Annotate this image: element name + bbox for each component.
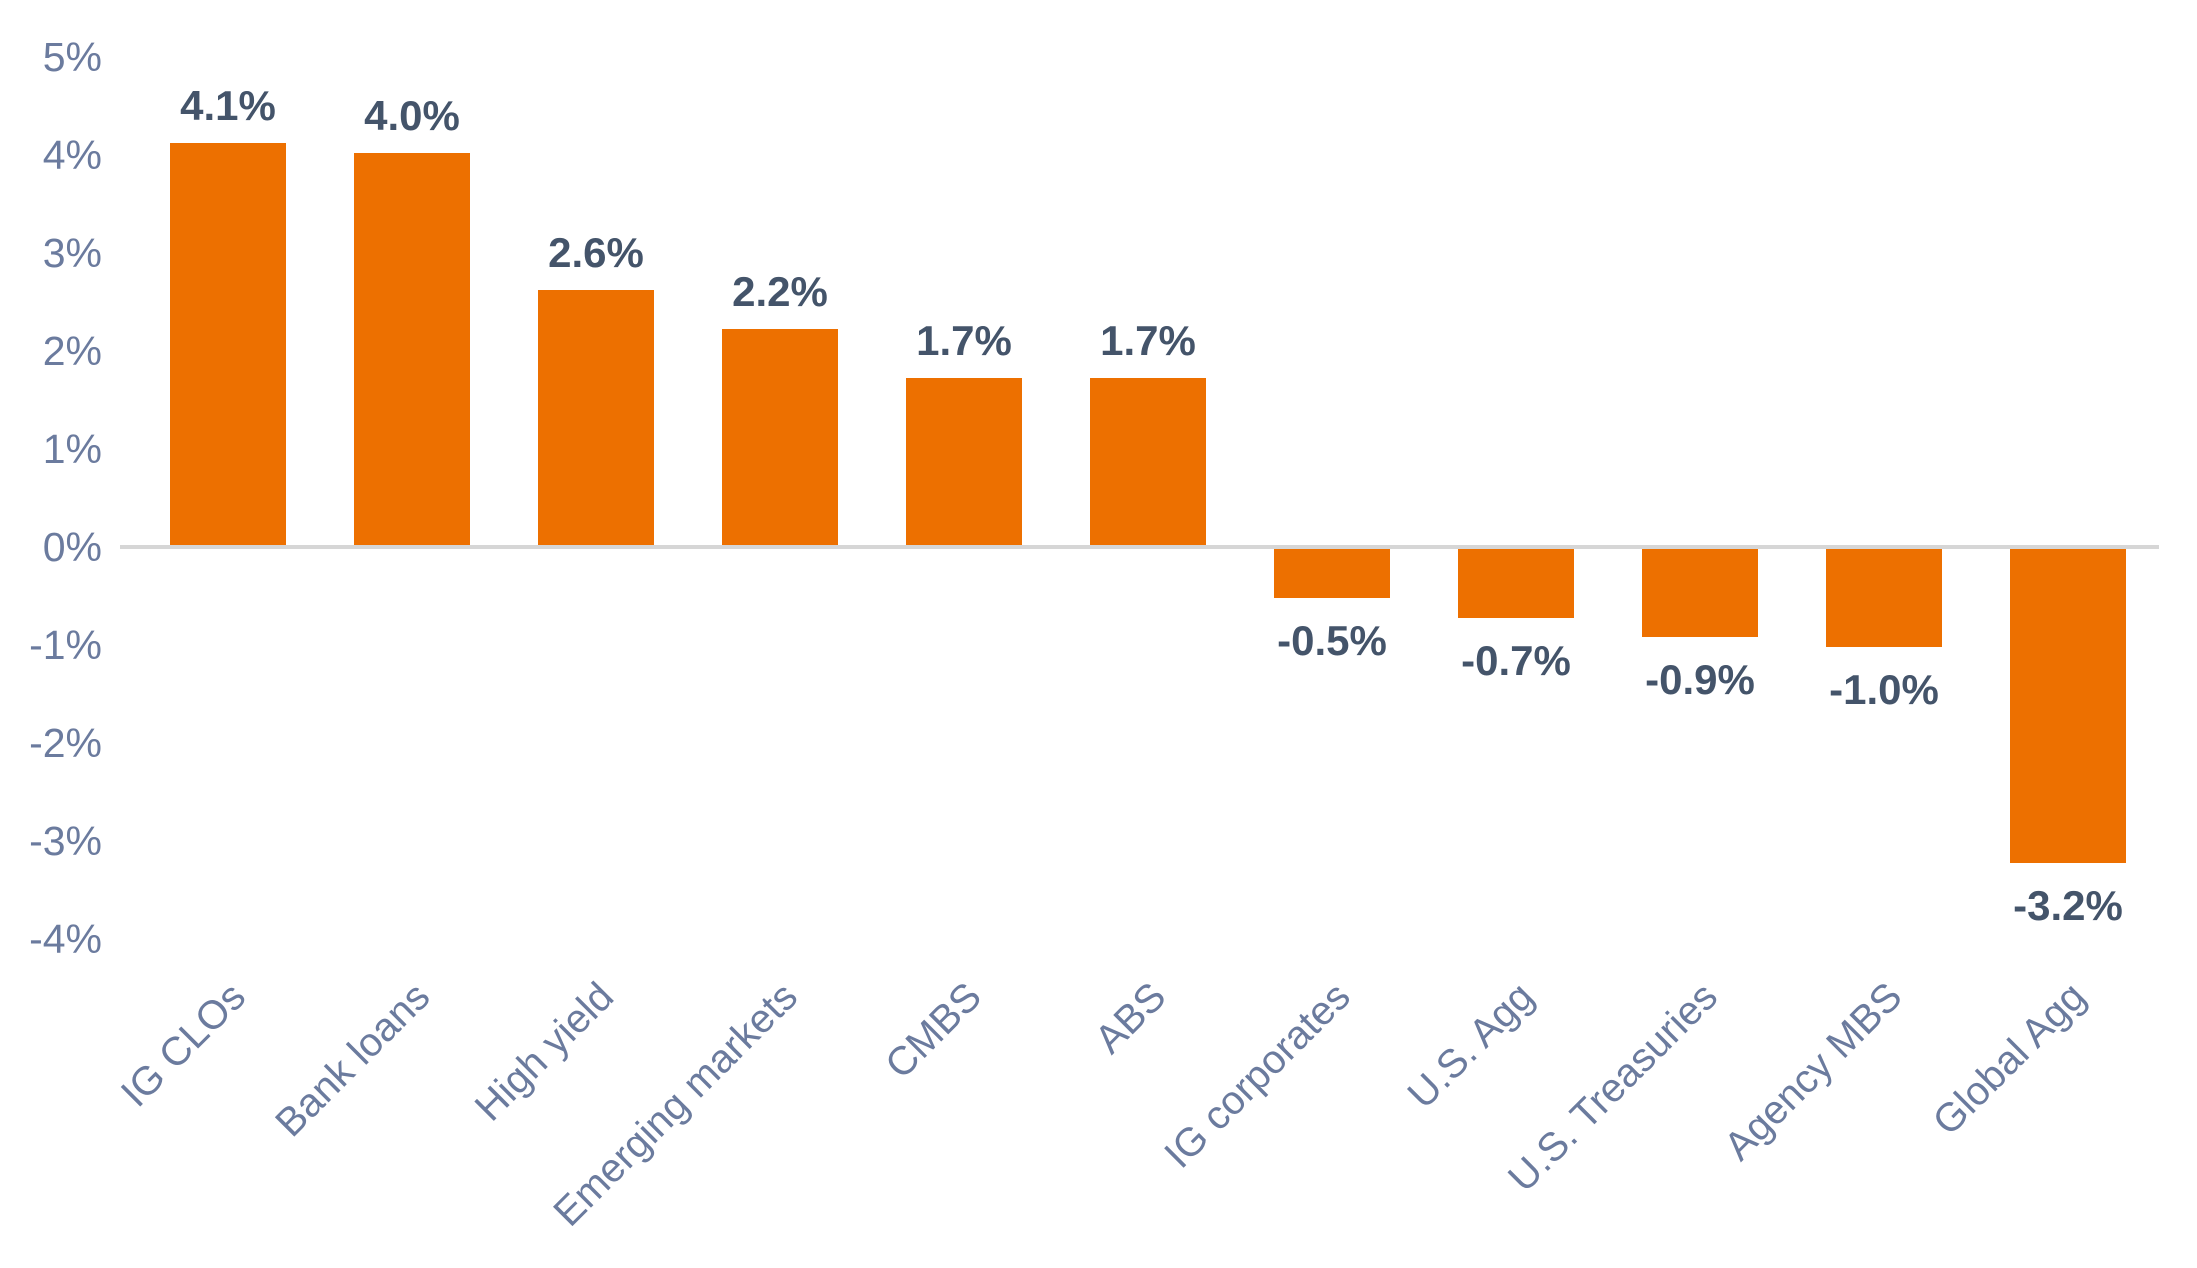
- bar-value-label: -0.9%: [1645, 656, 1755, 704]
- bar-value-label: -1.0%: [1829, 666, 1939, 713]
- y-axis-tick-label: 4%: [42, 132, 102, 178]
- x-axis-category-label: U.S. Agg: [1399, 974, 1543, 1118]
- x-axis-category-label: IG CLOs: [113, 974, 255, 1116]
- x-axis-category-label: ABS: [1086, 974, 1175, 1063]
- bar-value-label: -0.7%: [1461, 636, 1571, 684]
- bar: [1458, 549, 1574, 618]
- x-axis-category-label: CMBS: [877, 974, 991, 1088]
- x-axis-category-label: Bank loans: [267, 974, 439, 1146]
- bar: [722, 329, 838, 545]
- y-axis-tick-label: -4%: [29, 916, 102, 962]
- bar-value-label: 2.6%: [548, 229, 644, 277]
- y-axis-tick-label: -2%: [29, 720, 102, 766]
- bar: [1826, 549, 1942, 647]
- x-axis-category-label: High yield: [467, 974, 623, 1130]
- bar-value-label: 1.7%: [1100, 317, 1196, 365]
- bar: [170, 143, 286, 545]
- bar: [1274, 549, 1390, 598]
- y-axis-tick-label: 0%: [42, 524, 102, 570]
- bar: [354, 153, 470, 545]
- bar-value-label: 2.2%: [732, 268, 828, 316]
- bar: [1642, 549, 1758, 638]
- y-axis-tick-label: 3%: [42, 230, 102, 276]
- bar: [538, 290, 654, 545]
- zero-baseline: [120, 545, 2159, 549]
- bar-value-label: 4.1%: [180, 82, 276, 130]
- bar-value-label: -3.2%: [2013, 881, 2123, 929]
- bar: [906, 378, 1022, 545]
- x-axis-category-label: Agency MBS: [1715, 974, 1911, 1169]
- x-axis-category-label: IG corporates: [1155, 974, 1359, 1177]
- y-axis-tick-label: 5%: [42, 34, 102, 80]
- bar: [2010, 549, 2126, 863]
- bar-value-label: 1.7%: [916, 317, 1012, 365]
- x-axis-category-label: Global Agg: [1924, 974, 2095, 1144]
- y-axis-tick-label: 1%: [42, 426, 102, 472]
- y-axis-tick-label: 2%: [42, 328, 102, 374]
- bar: [1090, 378, 1206, 545]
- bar-value-label: 4.0%: [364, 92, 460, 139]
- bar-value-label: -0.5%: [1277, 617, 1387, 664]
- y-axis-tick-label: -1%: [29, 622, 102, 668]
- y-axis-tick-label: -3%: [29, 818, 102, 864]
